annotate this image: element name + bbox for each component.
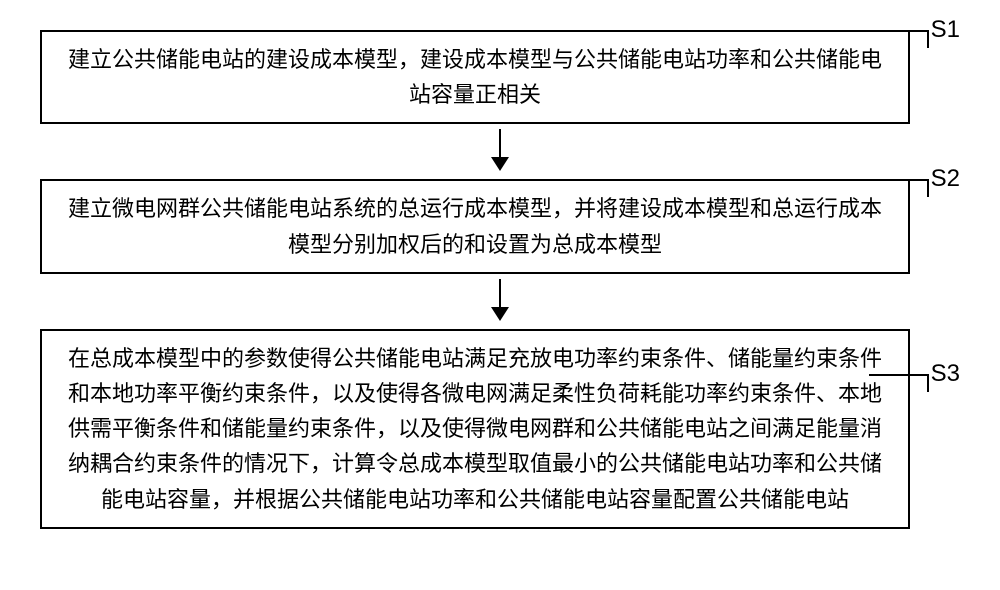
arrow-s2-s3 [499, 279, 501, 319]
step-s1-label-connector: S1 [869, 30, 960, 48]
step-s2-box: 建立微电网群公共储能电站系统的总运行成本模型，并将建设成本模型和总运行成本模型分… [40, 179, 910, 273]
step-s3-label-line [869, 374, 929, 392]
step-s1-wrapper: 建立公共储能电站的建设成本模型，建设成本模型与公共储能电站功率和公共储能电站容量… [40, 30, 960, 124]
arrow-s1-s2 [499, 129, 501, 169]
step-s3-wrapper: 在总成本模型中的参数使得公共储能电站满足充放电功率约束条件、储能量约束条件和本地… [40, 329, 960, 529]
flowchart-container: 建立公共储能电站的建设成本模型，建设成本模型与公共储能电站功率和公共储能电站容量… [40, 30, 960, 529]
step-s2-label: S2 [931, 167, 960, 191]
step-s3-label-connector: S3 [869, 374, 960, 392]
step-s3-text: 在总成本模型中的参数使得公共储能电站满足充放电功率约束条件、储能量约束条件和本地… [62, 341, 888, 517]
step-s3-label: S3 [931, 362, 960, 386]
step-s3-box: 在总成本模型中的参数使得公共储能电站满足充放电功率约束条件、储能量约束条件和本地… [40, 329, 910, 529]
step-s1-box: 建立公共储能电站的建设成本模型，建设成本模型与公共储能电站功率和公共储能电站容量… [40, 30, 910, 124]
step-s1-text: 建立公共储能电站的建设成本模型，建设成本模型与公共储能电站功率和公共储能电站容量… [62, 42, 888, 112]
step-s1-label: S1 [931, 18, 960, 42]
step-s1-label-line [869, 30, 929, 48]
step-s2-text: 建立微电网群公共储能电站系统的总运行成本模型，并将建设成本模型和总运行成本模型分… [62, 191, 888, 261]
step-s2-label-connector: S2 [869, 179, 960, 197]
step-s2-label-line [869, 179, 929, 197]
step-s2-wrapper: 建立微电网群公共储能电站系统的总运行成本模型，并将建设成本模型和总运行成本模型分… [40, 179, 960, 273]
